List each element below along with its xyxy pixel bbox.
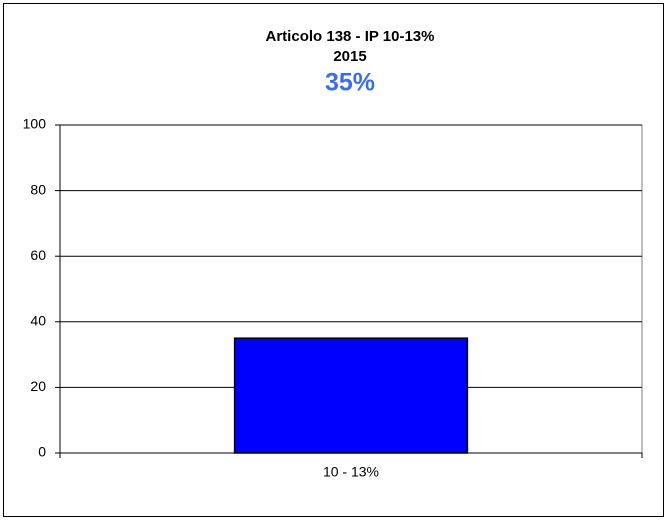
- y-tick-label: 0: [38, 444, 46, 460]
- x-tick-label: 10 - 13%: [323, 464, 379, 480]
- y-tick-label: 40: [30, 313, 46, 329]
- value-label: 35%: [325, 69, 375, 97]
- y-tick-label: 100: [23, 116, 47, 132]
- y-tick-label: 80: [30, 181, 46, 197]
- y-tick-label: 20: [30, 378, 46, 394]
- chart-title: Articolo 138 - IP 10-13%: [266, 28, 435, 45]
- bar: [233, 337, 469, 454]
- chart-subtitle: 2015: [333, 48, 366, 65]
- y-tick-label: 60: [30, 247, 46, 263]
